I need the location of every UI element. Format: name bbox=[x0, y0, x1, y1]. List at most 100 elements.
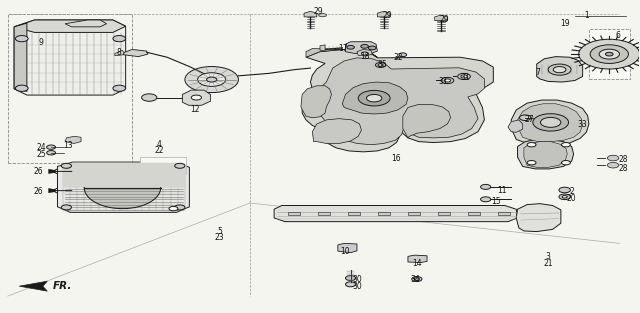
Text: 31: 31 bbox=[460, 73, 470, 82]
Circle shape bbox=[15, 35, 28, 42]
Circle shape bbox=[185, 67, 239, 93]
Polygon shape bbox=[302, 49, 493, 152]
Text: 10: 10 bbox=[340, 247, 350, 256]
Circle shape bbox=[461, 75, 467, 78]
Circle shape bbox=[362, 52, 368, 55]
Polygon shape bbox=[312, 119, 362, 143]
Polygon shape bbox=[320, 45, 325, 51]
Circle shape bbox=[175, 163, 185, 168]
Polygon shape bbox=[378, 11, 390, 17]
Text: 16: 16 bbox=[392, 154, 401, 162]
Circle shape bbox=[369, 46, 376, 50]
Circle shape bbox=[378, 64, 383, 66]
Text: 29: 29 bbox=[314, 8, 324, 17]
Polygon shape bbox=[403, 104, 451, 138]
Text: 19: 19 bbox=[561, 18, 570, 28]
Text: 35: 35 bbox=[378, 59, 387, 69]
Polygon shape bbox=[49, 169, 56, 174]
Text: 28: 28 bbox=[619, 155, 628, 164]
Polygon shape bbox=[346, 42, 378, 54]
Polygon shape bbox=[140, 157, 186, 174]
Polygon shape bbox=[408, 255, 427, 263]
Circle shape bbox=[607, 155, 619, 161]
Text: 30: 30 bbox=[352, 275, 362, 285]
Text: 32: 32 bbox=[393, 53, 403, 62]
Text: 26: 26 bbox=[33, 187, 43, 196]
Circle shape bbox=[481, 184, 491, 189]
Text: 21: 21 bbox=[543, 259, 553, 268]
Text: 7: 7 bbox=[536, 68, 540, 77]
Polygon shape bbox=[511, 100, 589, 146]
Circle shape bbox=[376, 63, 386, 68]
Circle shape bbox=[399, 53, 406, 57]
Circle shape bbox=[346, 282, 356, 287]
Polygon shape bbox=[124, 49, 148, 57]
Polygon shape bbox=[49, 188, 56, 193]
Polygon shape bbox=[518, 104, 582, 141]
Text: 18: 18 bbox=[360, 52, 369, 61]
Text: 28: 28 bbox=[619, 164, 628, 173]
Text: 14: 14 bbox=[412, 259, 422, 268]
Circle shape bbox=[605, 52, 613, 56]
Circle shape bbox=[561, 161, 570, 165]
Circle shape bbox=[441, 77, 454, 84]
Circle shape bbox=[590, 45, 628, 64]
Text: 24: 24 bbox=[36, 143, 45, 152]
Circle shape bbox=[414, 278, 419, 280]
Bar bbox=[318, 212, 330, 215]
Polygon shape bbox=[14, 20, 125, 95]
Text: 3: 3 bbox=[546, 252, 550, 261]
Text: 4: 4 bbox=[157, 140, 162, 149]
Circle shape bbox=[207, 77, 217, 82]
Circle shape bbox=[599, 49, 620, 59]
Circle shape bbox=[579, 39, 640, 69]
Text: 22: 22 bbox=[155, 146, 164, 156]
Polygon shape bbox=[58, 162, 189, 212]
Text: 31: 31 bbox=[439, 77, 449, 86]
Circle shape bbox=[444, 79, 451, 82]
Bar bbox=[348, 212, 360, 215]
Circle shape bbox=[198, 73, 226, 86]
Polygon shape bbox=[338, 244, 357, 253]
Text: 30: 30 bbox=[352, 282, 362, 291]
Circle shape bbox=[527, 142, 536, 147]
Circle shape bbox=[607, 162, 619, 168]
Bar bbox=[499, 212, 510, 215]
Polygon shape bbox=[115, 50, 124, 56]
Circle shape bbox=[361, 44, 369, 48]
Text: 20: 20 bbox=[567, 194, 577, 203]
Circle shape bbox=[412, 277, 422, 281]
Polygon shape bbox=[274, 206, 518, 222]
Polygon shape bbox=[342, 82, 408, 114]
Polygon shape bbox=[357, 49, 372, 56]
Circle shape bbox=[533, 114, 568, 131]
Text: 15: 15 bbox=[491, 197, 500, 206]
Circle shape bbox=[358, 90, 390, 106]
Polygon shape bbox=[537, 57, 582, 82]
Circle shape bbox=[47, 151, 56, 155]
Polygon shape bbox=[14, 23, 27, 91]
Circle shape bbox=[61, 205, 72, 210]
Circle shape bbox=[175, 205, 185, 210]
Bar bbox=[438, 212, 450, 215]
Circle shape bbox=[141, 94, 157, 101]
Text: 27: 27 bbox=[524, 115, 534, 124]
Circle shape bbox=[548, 64, 571, 75]
Polygon shape bbox=[304, 11, 317, 17]
Bar bbox=[288, 212, 300, 215]
Text: 1: 1 bbox=[584, 11, 589, 20]
Text: 13: 13 bbox=[63, 141, 72, 150]
Text: 23: 23 bbox=[214, 233, 224, 242]
Text: 17: 17 bbox=[338, 44, 348, 53]
Circle shape bbox=[562, 196, 567, 198]
Circle shape bbox=[559, 187, 570, 193]
Circle shape bbox=[559, 194, 570, 200]
Circle shape bbox=[47, 145, 56, 149]
Polygon shape bbox=[306, 49, 378, 57]
Polygon shape bbox=[516, 204, 561, 232]
Polygon shape bbox=[65, 20, 106, 27]
Polygon shape bbox=[435, 15, 447, 21]
Text: 8: 8 bbox=[117, 48, 122, 57]
Polygon shape bbox=[63, 163, 186, 187]
Circle shape bbox=[347, 45, 355, 49]
